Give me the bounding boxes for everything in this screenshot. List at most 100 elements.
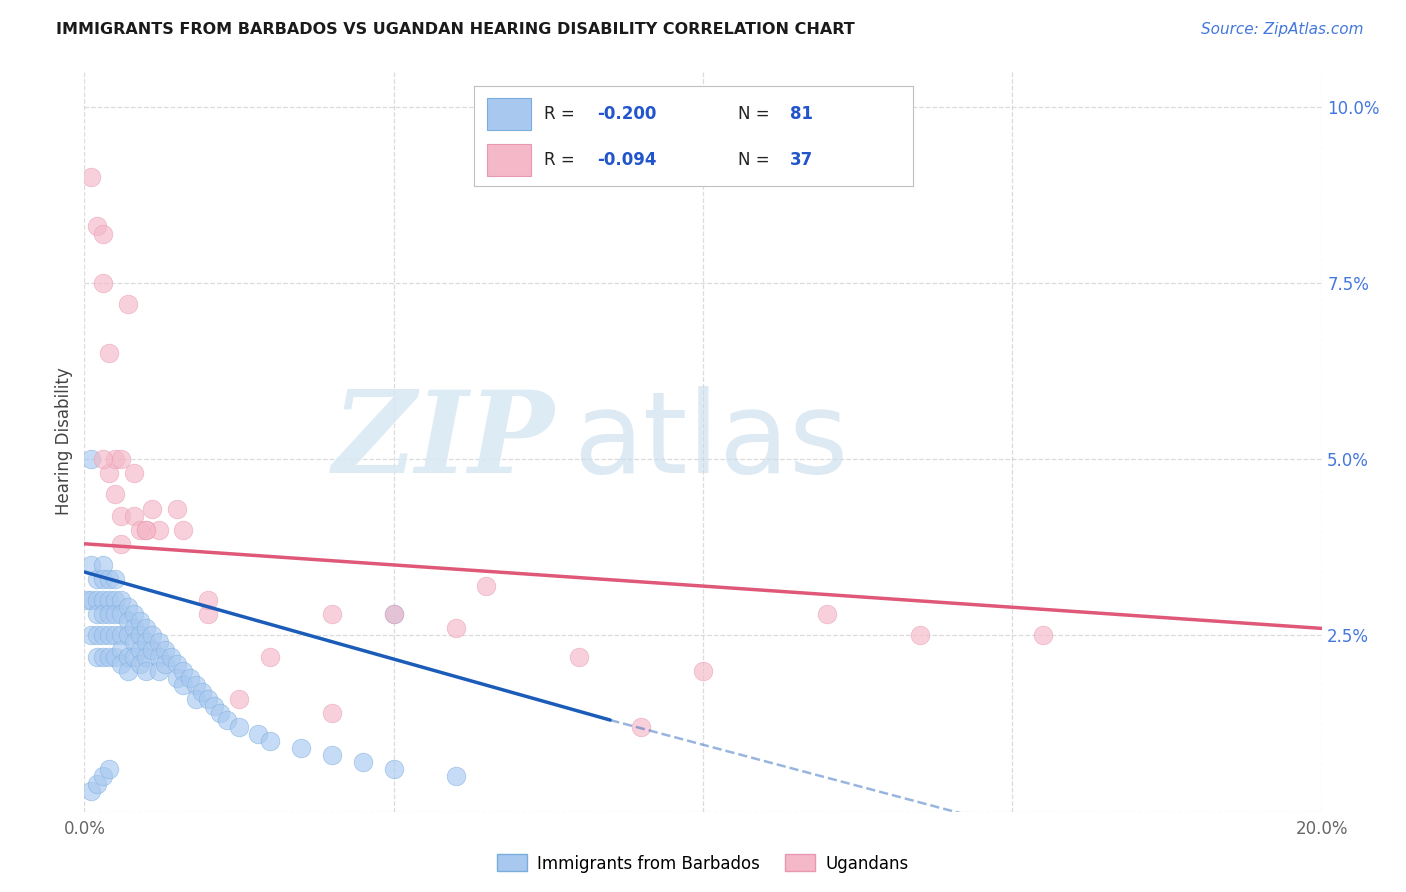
Point [475,579,498,593]
Point [98,572,121,586]
Point [104,593,127,607]
Point [172,664,194,678]
Text: Source: ZipAtlas.com: Source: ZipAtlas.com [1201,22,1364,37]
Point [197,607,219,622]
Point [321,706,343,720]
Point [568,649,591,664]
Point [122,508,145,523]
Point [166,657,188,671]
Point [86,219,108,234]
Point [91,558,114,572]
Point [259,649,281,664]
Point [91,572,114,586]
Point [86,572,108,586]
Point [209,706,232,720]
Text: atlas: atlas [574,386,848,497]
Point [79,628,101,642]
Point [104,572,127,586]
Point [228,720,250,734]
Point [166,671,188,685]
Point [79,783,101,797]
Point [246,727,269,741]
Point [91,769,114,783]
Y-axis label: Hearing Disability: Hearing Disability [55,368,73,516]
Point [135,523,157,537]
Point [141,628,163,642]
Point [91,452,114,467]
Point [191,685,214,699]
Point [104,649,127,664]
Point [129,523,152,537]
Point [104,452,127,467]
Point [91,607,114,622]
Point [135,635,157,649]
Point [197,593,219,607]
Point [117,297,139,311]
Point [79,593,101,607]
Point [382,607,405,622]
Point [184,692,207,706]
Point [122,621,145,635]
Point [141,642,163,657]
Point [104,607,127,622]
Point [98,607,121,622]
Point [148,523,170,537]
Point [98,467,121,481]
Point [79,558,101,572]
Point [110,607,132,622]
Point [98,649,121,664]
Point [815,607,838,622]
Point [444,621,467,635]
Point [110,657,132,671]
Point [117,649,139,664]
Point [321,607,343,622]
Point [129,642,152,657]
Point [630,720,652,734]
Point [79,170,101,185]
Point [129,628,152,642]
Point [76,593,98,607]
Point [110,452,132,467]
Point [86,593,108,607]
Point [321,748,343,763]
Point [228,692,250,706]
Point [172,678,194,692]
Point [117,628,139,642]
Point [86,776,108,790]
Point [122,607,145,622]
Point [172,523,194,537]
Point [1032,628,1054,642]
Point [352,756,374,770]
Point [117,664,139,678]
Point [215,713,238,727]
Point [148,664,170,678]
Point [153,657,176,671]
Point [98,593,121,607]
Point [86,649,108,664]
Point [290,741,312,756]
Point [104,487,127,501]
Point [110,508,132,523]
Point [122,649,145,664]
Point [86,607,108,622]
Point [98,628,121,642]
Point [135,523,157,537]
Point [86,628,108,642]
Point [110,593,132,607]
Point [129,615,152,629]
Point [110,537,132,551]
Point [104,628,127,642]
Text: IMMIGRANTS FROM BARBADOS VS UGANDAN HEARING DISABILITY CORRELATION CHART: IMMIGRANTS FROM BARBADOS VS UGANDAN HEAR… [56,22,855,37]
Point [122,635,145,649]
Point [117,600,139,615]
Point [184,678,207,692]
Point [692,664,714,678]
Point [382,763,405,777]
Point [148,635,170,649]
Legend: Immigrants from Barbados, Ugandans: Immigrants from Barbados, Ugandans [491,847,915,880]
Point [202,698,225,713]
Point [135,621,157,635]
Point [98,346,121,360]
Point [259,734,281,748]
Point [91,227,114,241]
